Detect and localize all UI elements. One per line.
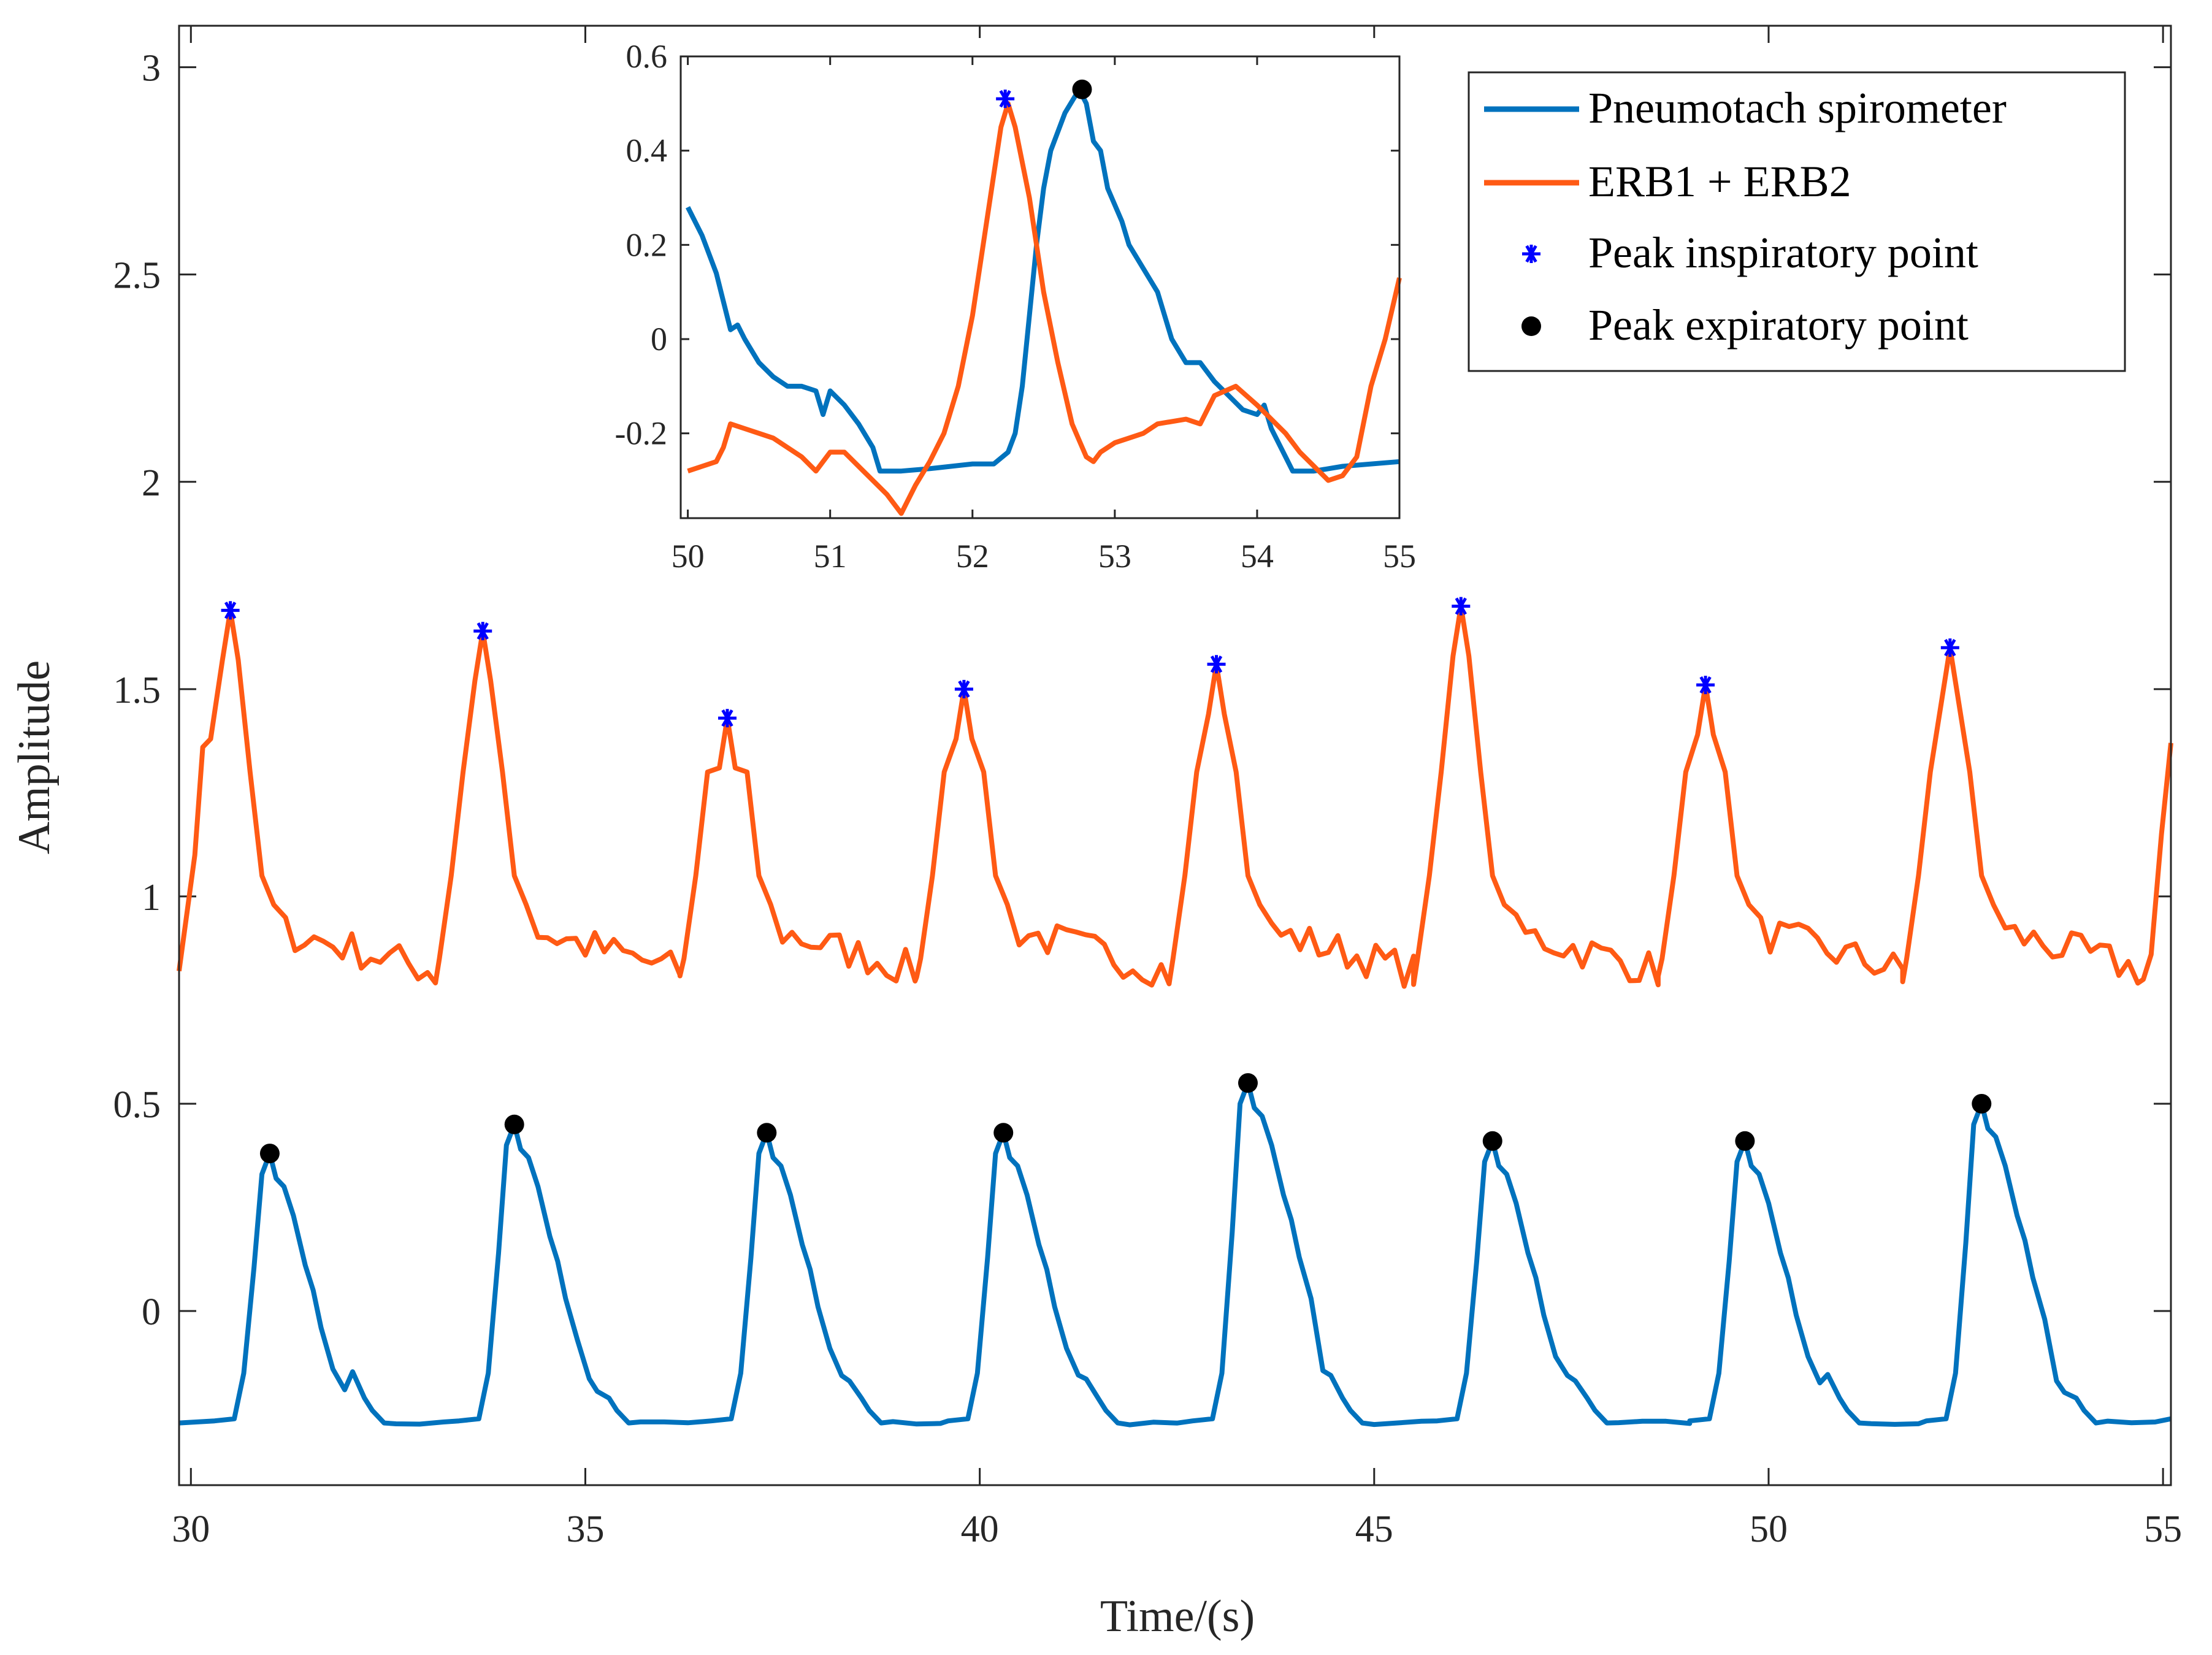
main-peak-markers xyxy=(221,597,1992,1164)
legend-asterisk-icon xyxy=(1522,245,1540,263)
inset-series-lines xyxy=(686,86,1402,516)
inset-x-tick-label: 52 xyxy=(956,538,989,575)
inset-series-line-erb xyxy=(687,101,1402,516)
inspiratory-peak-marker xyxy=(1696,676,1715,695)
inspiratory-peak-marker xyxy=(1940,638,1959,657)
legend: Pneumotach spirometer ERB1 + ERB2 Peak i… xyxy=(1468,71,2126,372)
inset-y-tick-label: 0.6 xyxy=(626,38,668,75)
inspiratory-peak-marker xyxy=(954,679,973,698)
x-tick-label: 30 xyxy=(172,1508,210,1550)
legend-swatch-inspiratory xyxy=(1522,245,1540,263)
inset-x-tick-label: 53 xyxy=(1098,538,1131,575)
y-tick-label: 0 xyxy=(142,1291,161,1333)
inset-plot-frame xyxy=(679,55,1401,519)
y-tick-label: 2.5 xyxy=(113,255,161,297)
expiratory-peak-marker xyxy=(259,1144,280,1164)
inset-inspiratory-peak-marker xyxy=(996,90,1015,109)
inset-plot: 50 51 52 53 54 55 -0.2 0 0.2 0.4 0.6 xyxy=(589,38,1416,579)
x-tick-label: 45 xyxy=(1355,1508,1393,1550)
legend-entry-pneumotach: Pneumotach spirometer xyxy=(1588,83,2007,132)
y-axis-label: Amplitude xyxy=(9,660,59,855)
x-tick-label: 35 xyxy=(566,1508,604,1550)
expiratory-peak-marker xyxy=(757,1123,777,1143)
expiratory-peak-marker xyxy=(1972,1093,1992,1114)
inset-x-tick-label: 55 xyxy=(1383,538,1416,575)
inset-y-tick-label: -0.2 xyxy=(615,415,667,452)
inset-y-tick-label: 0.2 xyxy=(626,226,668,263)
x-tick-label: 55 xyxy=(2144,1508,2182,1550)
y-tick-label: 3 xyxy=(142,48,161,90)
legend-entry-expiratory: Peak expiratory point xyxy=(1588,300,1969,350)
main-axis-ticks xyxy=(179,26,2171,1485)
expiratory-peak-marker xyxy=(1735,1131,1755,1151)
inset-y-tick-label: 0 xyxy=(651,321,667,357)
inspiratory-peak-marker xyxy=(221,601,240,620)
y-tick-label: 2 xyxy=(142,462,161,504)
y-tick-label: 1 xyxy=(142,877,161,919)
main-plot-frame xyxy=(178,25,2172,1486)
main-series-lines xyxy=(177,603,2173,1428)
legend-box xyxy=(1468,71,2126,372)
series-line-erb xyxy=(177,603,2173,989)
inset-peak-markers xyxy=(996,79,1092,109)
legend-entry-inspiratory: Peak inspiratory point xyxy=(1588,228,1978,277)
inset-background xyxy=(589,38,1409,579)
inspiratory-peak-marker xyxy=(718,709,737,728)
inspiratory-peak-marker xyxy=(473,622,492,641)
inset-y-tick-label: 0.4 xyxy=(626,132,668,169)
inspiratory-peak-marker xyxy=(1452,597,1471,616)
inspiratory-peak-marker xyxy=(1207,655,1226,674)
main-tick-labels: 30 35 40 45 50 55 0 0.5 1 1.5 2 2.5 3 xyxy=(113,48,2183,1550)
series-line-pneumotach xyxy=(178,1080,2172,1428)
inset-x-tick-label: 50 xyxy=(672,538,705,575)
inset-tick-labels: 50 51 52 53 54 55 -0.2 0 0.2 0.4 0.6 xyxy=(615,38,1416,575)
legend-entry-erb: ERB1 + ERB2 xyxy=(1588,157,1851,206)
expiratory-peak-marker xyxy=(1238,1073,1258,1093)
expiratory-peak-marker xyxy=(504,1114,524,1134)
inset-expiratory-peak-marker xyxy=(1072,79,1092,99)
inset-x-tick-label: 54 xyxy=(1241,538,1274,575)
main-plot: 30 35 40 45 50 55 0 0.5 1 1.5 2 2.5 3 xyxy=(113,25,2183,1550)
y-tick-label: 1.5 xyxy=(113,670,161,711)
x-tick-label: 50 xyxy=(1750,1508,1788,1550)
expiratory-peak-marker xyxy=(993,1123,1014,1143)
x-tick-label: 40 xyxy=(961,1508,999,1550)
y-tick-label: 0.5 xyxy=(113,1084,161,1126)
legend-swatch-expiratory xyxy=(1521,316,1541,336)
inset-x-tick-label: 51 xyxy=(814,538,847,575)
expiratory-peak-marker xyxy=(1482,1131,1502,1151)
x-axis-label: Time/(s) xyxy=(1100,1591,1255,1642)
